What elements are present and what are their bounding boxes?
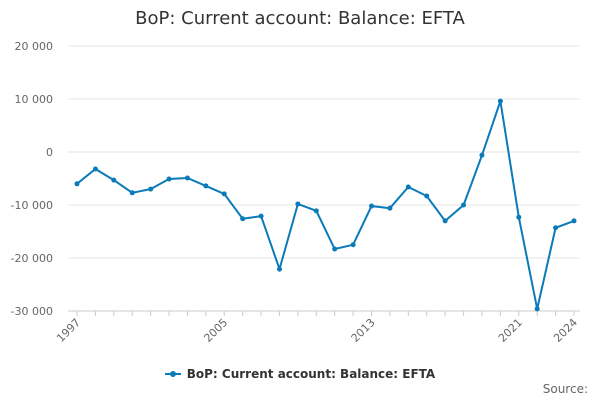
data-point[interactable] — [276, 266, 282, 272]
data-point[interactable] — [571, 218, 577, 224]
svg-text:-20 000: -20 000 — [11, 252, 53, 265]
data-point[interactable] — [479, 152, 485, 158]
svg-text:10 000: 10 000 — [15, 93, 54, 106]
data-point[interactable] — [166, 176, 172, 182]
data-point[interactable] — [203, 183, 209, 189]
x-axis: 1997 2005 2013 2021 2024 — [54, 311, 580, 345]
data-point[interactable] — [111, 177, 117, 183]
svg-text:2013: 2013 — [349, 316, 378, 345]
svg-text:2024: 2024 — [551, 316, 580, 345]
data-point[interactable] — [516, 214, 522, 220]
data-point[interactable] — [92, 166, 98, 172]
data-point[interactable] — [369, 203, 375, 209]
data-point[interactable] — [442, 218, 448, 224]
data-point[interactable] — [129, 190, 135, 196]
svg-text:20 000: 20 000 — [15, 40, 54, 53]
data-points[interactable] — [74, 98, 577, 312]
svg-text:2005: 2005 — [201, 316, 230, 345]
data-point[interactable] — [534, 306, 540, 312]
legend-line-marker-icon — [164, 371, 181, 377]
data-point[interactable] — [184, 175, 190, 181]
data-point[interactable] — [405, 184, 411, 190]
data-point[interactable] — [553, 225, 559, 231]
data-point[interactable] — [258, 213, 264, 219]
legend-label: BoP: Current account: Balance: EFTA — [186, 367, 436, 381]
svg-text:1997: 1997 — [54, 316, 83, 345]
data-point[interactable] — [240, 216, 246, 222]
svg-text:-10 000: -10 000 — [11, 199, 53, 212]
data-point[interactable] — [221, 191, 227, 197]
data-point[interactable] — [148, 186, 154, 192]
data-point[interactable] — [350, 242, 356, 248]
data-point[interactable] — [295, 201, 301, 207]
data-point[interactable] — [387, 205, 393, 211]
legend[interactable]: BoP: Current account: Balance: EFTA — [0, 364, 600, 381]
legend-item[interactable]: BoP: Current account: Balance: EFTA — [164, 367, 436, 381]
data-point[interactable] — [497, 98, 503, 104]
source-label: Source: — [542, 382, 588, 396]
data-point[interactable] — [332, 246, 338, 252]
data-point[interactable] — [424, 193, 430, 199]
data-point[interactable] — [461, 202, 467, 208]
chart-title: BoP: Current account: Balance: EFTA — [135, 8, 465, 29]
svg-text:0: 0 — [46, 146, 53, 159]
y-axis: 20 000 10 000 0 -10 000 -20 000 -30 000 — [11, 40, 53, 318]
svg-text:-30 000: -30 000 — [11, 305, 53, 318]
svg-text:2021: 2021 — [496, 316, 525, 345]
gridlines — [68, 45, 580, 312]
data-point[interactable] — [74, 181, 80, 187]
series-line[interactable] — [76, 100, 575, 310]
data-point[interactable] — [313, 208, 319, 214]
